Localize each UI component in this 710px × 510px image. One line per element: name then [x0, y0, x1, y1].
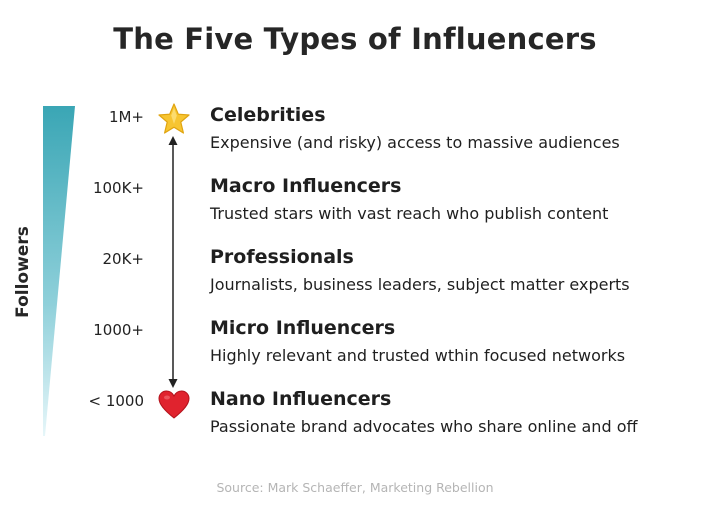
tier-description-macro: Trusted stars with vast reach who publis…: [210, 204, 609, 223]
page-title: The Five Types of Influencers: [113, 22, 597, 56]
heart-icon: [158, 390, 190, 419]
double-arrow-icon: [168, 136, 178, 388]
tier-name-nano: Nano Influencers: [210, 388, 392, 410]
tier-description-professionals: Journalists, business leaders, subject m…: [210, 275, 630, 294]
tier-description-nano: Passionate brand advocates who share onl…: [210, 417, 638, 436]
tier-count-micro: 1000+: [93, 321, 144, 339]
followers-axis-label: Followers: [13, 226, 33, 318]
followers-gradient-wedge: [43, 106, 75, 436]
tier-name-celebrities: Celebrities: [210, 104, 326, 126]
tier-name-macro: Macro Influencers: [210, 175, 402, 197]
tier-count-nano: < 1000: [88, 392, 144, 410]
source-credit: Source: Mark Schaeffer, Marketing Rebell…: [216, 480, 494, 495]
tier-description-celebrities: Expensive (and risky) access to massive …: [210, 133, 620, 152]
tier-name-micro: Micro Influencers: [210, 317, 396, 339]
tier-count-macro: 100K+: [92, 179, 144, 197]
tier-description-micro: Highly relevant and trusted wthin focuse…: [210, 346, 626, 365]
tier-count-professionals: 20K+: [102, 250, 145, 268]
tier-name-professionals: Professionals: [210, 246, 354, 268]
star-icon: [158, 103, 190, 134]
tier-count-celebrities: 1M+: [108, 108, 144, 126]
